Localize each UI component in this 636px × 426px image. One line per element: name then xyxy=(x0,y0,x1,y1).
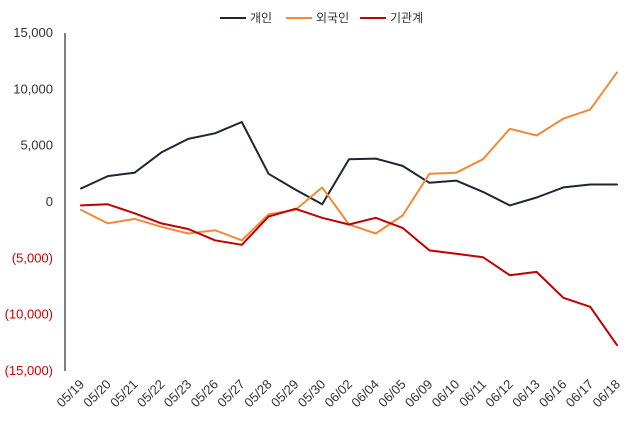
y-tick-label: (10,000) xyxy=(5,307,53,322)
x-tick-label: 06/04 xyxy=(348,377,382,411)
x-tick-label: 05/19 xyxy=(54,377,88,411)
legend-label: 기관계 xyxy=(390,11,423,25)
x-tick-label: 06/12 xyxy=(482,377,516,411)
y-tick-label: 10,000 xyxy=(13,81,53,96)
x-tick-label: 05/29 xyxy=(268,377,302,411)
x-tick-label: 05/27 xyxy=(214,377,248,411)
x-axis-ticks: 05/1905/2005/2105/2205/2305/2605/2705/28… xyxy=(54,377,624,411)
x-tick-label: 05/26 xyxy=(188,377,222,411)
x-tick-label: 06/02 xyxy=(322,377,356,411)
y-tick-label: 5,000 xyxy=(20,138,53,153)
x-tick-label: 05/20 xyxy=(80,377,114,411)
y-tick-label: (5,000) xyxy=(12,250,53,265)
x-tick-label: 06/05 xyxy=(375,377,409,411)
x-tick-label: 05/28 xyxy=(241,377,275,411)
series-line-2 xyxy=(80,203,618,347)
y-tick-label: 15,000 xyxy=(13,25,53,40)
x-tick-label: 05/21 xyxy=(107,377,141,411)
x-tick-label: 06/11 xyxy=(456,377,489,410)
x-tick-label: 06/09 xyxy=(402,377,436,411)
series-line-1 xyxy=(80,71,618,242)
y-tick-label: 0 xyxy=(46,194,53,209)
x-tick-label: 05/22 xyxy=(134,377,168,411)
y-axis-ticks: 15,000 10,000 5,000 0 (5,000) (10,000) (15,000… xyxy=(5,25,53,378)
legend-label: 개인 xyxy=(250,11,272,25)
x-tick-label: 06/17 xyxy=(563,377,597,411)
legend: 개인 외국인 기관계 xyxy=(220,11,423,25)
x-tick-label: 05/30 xyxy=(295,377,329,411)
x-tick-label: 05/23 xyxy=(161,377,195,411)
y-tick-label: (15,000) xyxy=(5,363,53,378)
x-tick-label: 06/10 xyxy=(429,377,463,411)
series-lines xyxy=(80,71,618,347)
series-line-0 xyxy=(80,121,618,207)
x-tick-label: 06/18 xyxy=(590,377,624,411)
legend-label: 외국인 xyxy=(316,11,349,25)
x-tick-label: 06/16 xyxy=(536,377,570,411)
x-tick-label: 06/13 xyxy=(509,377,543,411)
